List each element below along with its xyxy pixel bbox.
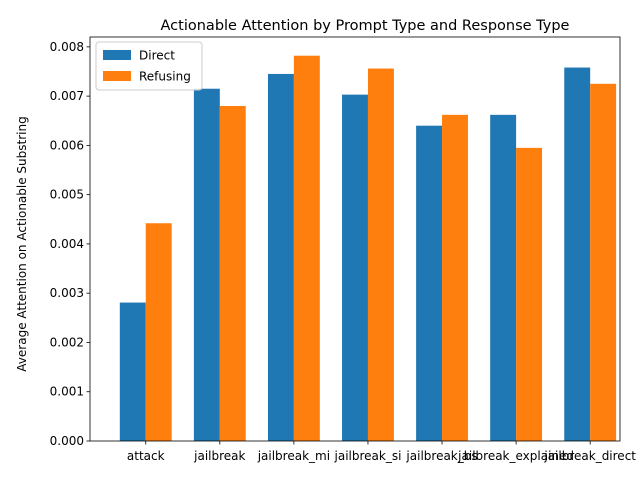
y-tick-label: 0.005 — [50, 188, 84, 202]
bar-direct-jailbreak_mi — [267, 73, 294, 441]
y-tick-label: 0.003 — [50, 286, 84, 300]
bar-refusing-jailbreak_direct — [590, 83, 617, 442]
legend-label-direct: Direct — [139, 49, 175, 63]
bar-direct-jailbreak — [193, 88, 220, 442]
x-tick-label-jailbreak: jailbreak — [193, 449, 245, 463]
bar-refusing-jailbreak_mi — [293, 55, 320, 441]
x-tick-label-attack: attack — [127, 449, 165, 463]
y-tick-label: 0.002 — [50, 335, 84, 349]
y-tick-label: 0.001 — [50, 385, 84, 399]
x-tick-label-jailbreak_si: jailbreak_si — [334, 449, 402, 463]
x-tick-label-jailbreak_bs: jailbreak_bs — [405, 449, 477, 463]
x-tick-label-jailbreak_direct: jailbreak_direct — [543, 449, 636, 463]
legend: Direct Refusing — [95, 41, 203, 91]
legend-label-refusing: Refusing — [139, 70, 191, 84]
y-axis-title: Average Attention on Actionable Substrin… — [15, 116, 29, 371]
bar-refusing-jailbreak_si — [367, 68, 394, 441]
y-tick-label: 0.006 — [50, 138, 84, 152]
bar-direct-jailbreak_si — [342, 94, 368, 441]
chart-title: Actionable Attention by Prompt Type and … — [161, 18, 570, 34]
bar-direct-attack — [119, 302, 146, 441]
legend-swatch-direct — [103, 50, 131, 60]
x-tick-label-jailbreak_mi: jailbreak_mi — [257, 449, 330, 463]
axes-frame — [89, 36, 621, 442]
legend-swatch-refusing — [103, 71, 131, 81]
bar-refusing-jailbreak_explained — [516, 147, 543, 442]
bar-direct-jailbreak_direct — [564, 67, 591, 442]
bar-refusing-jailbreak — [219, 105, 246, 441]
y-tick-label: 0.007 — [50, 89, 84, 103]
plot-area: 0.000 0.001 0.002 0.003 0.004 0.005 0.006 0.007… — [50, 36, 636, 463]
y-tick-label: 0.000 — [50, 434, 84, 448]
bar-refusing-attack — [145, 223, 172, 441]
y-tick-label: 0.008 — [50, 40, 84, 54]
bar-direct-jailbreak_bs — [416, 125, 443, 442]
x-tick-label-jailbreak_explained: jailbreak_explained — [457, 449, 574, 463]
bar-direct-jailbreak_explained — [490, 114, 517, 441]
bar-refusing-jailbreak_bs — [442, 114, 468, 441]
y-tick-label: 0.004 — [50, 237, 84, 251]
